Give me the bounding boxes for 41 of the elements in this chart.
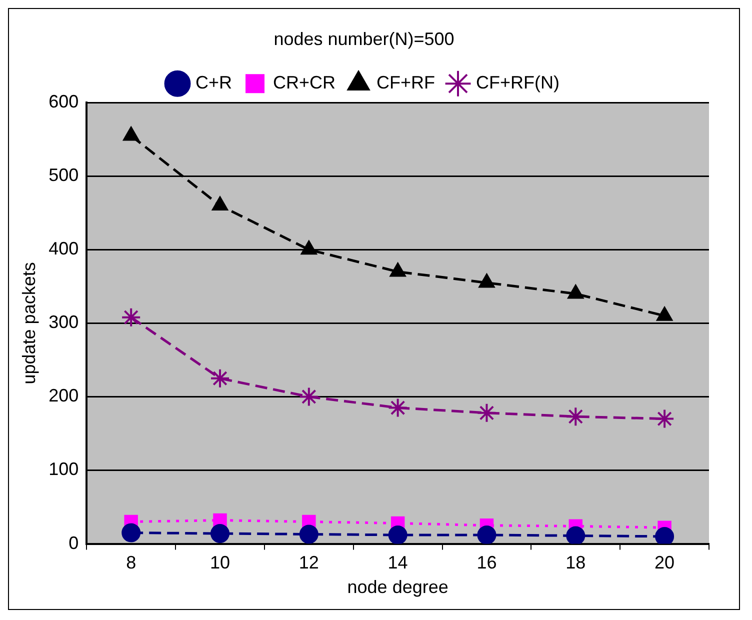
x-tick-label: 8 (126, 552, 136, 573)
point (300, 240, 318, 255)
y-tick-label: 300 (48, 312, 79, 332)
point (390, 262, 406, 277)
y-tick-label: 0 (68, 532, 79, 553)
legend-label: CF+RF (376, 72, 436, 93)
y-tick-label: 400 (48, 238, 79, 259)
legend-label: CR+CR (273, 72, 336, 93)
point (654, 408, 675, 429)
point (567, 284, 584, 299)
point (122, 126, 140, 141)
x-tick-label: 18 (566, 552, 586, 573)
y-axis-title: update packets (18, 262, 39, 384)
point (212, 196, 228, 211)
y-tick-label: 200 (48, 386, 79, 406)
chart-title: nodes number(N)=500 (274, 28, 454, 49)
x-tick-label: 20 (654, 552, 675, 573)
point (298, 386, 319, 407)
point (388, 525, 408, 544)
y-tick-label: 500 (48, 165, 79, 186)
x-tick-label: 10 (210, 552, 230, 573)
point (210, 524, 230, 544)
point (210, 368, 230, 388)
point (566, 526, 586, 544)
point (299, 524, 318, 544)
x-tick-label: 14 (388, 552, 408, 573)
x-tick-label: 16 (476, 552, 497, 573)
y-tick-label: 600 (48, 92, 79, 112)
point (655, 526, 674, 544)
point (477, 525, 496, 544)
point (476, 402, 497, 423)
x-tick-label: 12 (298, 552, 319, 573)
point (656, 306, 673, 321)
point (122, 523, 141, 542)
legend-label: C+R (196, 72, 232, 93)
y-tick-label: 100 (48, 459, 79, 480)
legend-label: CF+RF(N) (476, 72, 560, 93)
point (121, 307, 142, 328)
point (478, 273, 496, 288)
point (388, 398, 408, 418)
x-axis-title: node degree (347, 577, 448, 598)
